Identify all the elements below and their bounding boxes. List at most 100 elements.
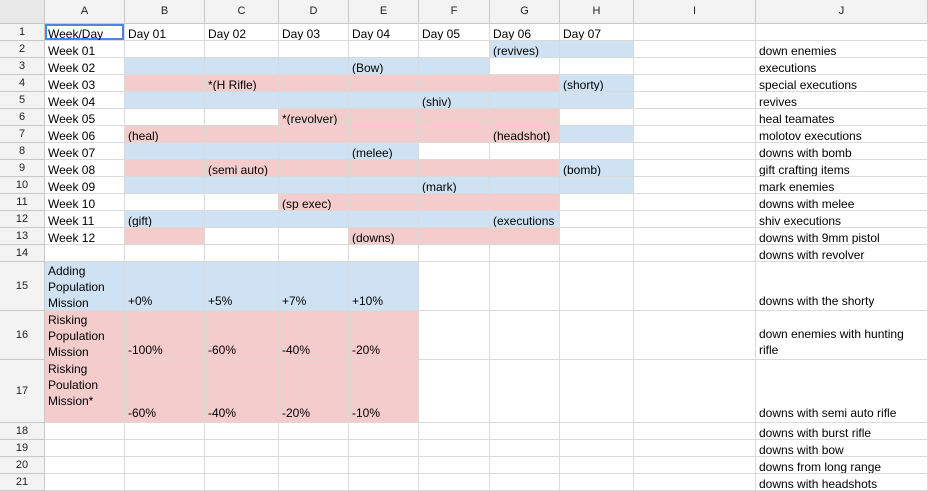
cell-c18[interactable]	[205, 423, 279, 440]
cell-g1[interactable]: Day 06	[490, 24, 560, 41]
cell-j5[interactable]: revives	[756, 92, 928, 109]
cell-h13[interactable]	[560, 228, 634, 245]
cell-b11[interactable]	[125, 194, 205, 211]
row-header-16[interactable]: 16	[0, 311, 45, 360]
cell-a13[interactable]: Week 12	[45, 228, 125, 245]
column-header-f[interactable]: F	[419, 0, 490, 24]
cell-g10[interactable]	[490, 177, 560, 194]
cell-h21[interactable]	[560, 474, 634, 491]
cell-e10[interactable]	[349, 177, 419, 194]
cell-j21[interactable]: downs with headshots	[756, 474, 928, 491]
cell-d12[interactable]	[279, 211, 349, 228]
cell-i15[interactable]	[634, 262, 756, 311]
cell-a21[interactable]	[45, 474, 125, 491]
cell-f2[interactable]	[419, 41, 490, 58]
row-header-15[interactable]: 15	[0, 262, 45, 311]
cell-h7[interactable]	[560, 126, 634, 143]
row-header-1[interactable]: 1	[0, 24, 45, 41]
cell-d7[interactable]	[279, 126, 349, 143]
cell-d6[interactable]: *(revolver)	[279, 109, 349, 126]
cell-e4[interactable]	[349, 75, 419, 92]
cell-e9[interactable]	[349, 160, 419, 177]
cell-g9[interactable]	[490, 160, 560, 177]
cell-g4[interactable]	[490, 75, 560, 92]
cell-f10[interactable]: (mark)	[419, 177, 490, 194]
row-header-19[interactable]: 19	[0, 440, 45, 457]
cell-i8[interactable]	[634, 143, 756, 160]
row-header-20[interactable]: 20	[0, 457, 45, 474]
cell-b13[interactable]	[125, 228, 205, 245]
column-header-i[interactable]: I	[634, 0, 756, 24]
cell-e13[interactable]: (downs)	[349, 228, 419, 245]
cell-d21[interactable]	[279, 474, 349, 491]
cell-a3[interactable]: Week 02	[45, 58, 125, 75]
cell-c10[interactable]	[205, 177, 279, 194]
cell-d13[interactable]	[279, 228, 349, 245]
cell-f6[interactable]	[419, 109, 490, 126]
cell-h12[interactable]	[560, 211, 634, 228]
cell-i20[interactable]	[634, 457, 756, 474]
cell-c8[interactable]	[205, 143, 279, 160]
cell-a7[interactable]: Week 06	[45, 126, 125, 143]
cell-h3[interactable]	[560, 58, 634, 75]
cell-h14[interactable]	[560, 245, 634, 262]
cell-j14[interactable]: downs with revolver	[756, 245, 928, 262]
cell-h6[interactable]	[560, 109, 634, 126]
cell-b17[interactable]: -60%	[125, 360, 205, 423]
cell-a6[interactable]: Week 05	[45, 109, 125, 126]
cell-a17[interactable]: Risking Poulation Mission*	[45, 360, 125, 423]
cell-d18[interactable]	[279, 423, 349, 440]
cell-a19[interactable]	[45, 440, 125, 457]
cell-g20[interactable]	[490, 457, 560, 474]
cell-a9[interactable]: Week 08	[45, 160, 125, 177]
cell-d16[interactable]: -40%	[279, 311, 349, 360]
row-header-9[interactable]: 9	[0, 160, 45, 177]
cell-f7[interactable]	[419, 126, 490, 143]
cell-b9[interactable]	[125, 160, 205, 177]
cell-b20[interactable]	[125, 457, 205, 474]
row-header-12[interactable]: 12	[0, 211, 45, 228]
cell-i10[interactable]	[634, 177, 756, 194]
cell-g6[interactable]	[490, 109, 560, 126]
cell-h10[interactable]	[560, 177, 634, 194]
cell-d19[interactable]	[279, 440, 349, 457]
row-header-8[interactable]: 8	[0, 143, 45, 160]
cell-f16[interactable]	[419, 311, 490, 360]
cell-c20[interactable]	[205, 457, 279, 474]
cell-i6[interactable]	[634, 109, 756, 126]
row-header-7[interactable]: 7	[0, 126, 45, 143]
cell-a18[interactable]	[45, 423, 125, 440]
cell-f14[interactable]	[419, 245, 490, 262]
cell-j16[interactable]: down enemies with hunting rifle	[756, 311, 928, 360]
cell-g18[interactable]	[490, 423, 560, 440]
cell-f5[interactable]: (shiv)	[419, 92, 490, 109]
cell-h16[interactable]	[560, 311, 634, 360]
cell-g5[interactable]	[490, 92, 560, 109]
cell-i14[interactable]	[634, 245, 756, 262]
cell-g19[interactable]	[490, 440, 560, 457]
cell-b5[interactable]	[125, 92, 205, 109]
cell-a15[interactable]: Adding Population Mission	[45, 262, 125, 311]
cell-i9[interactable]	[634, 160, 756, 177]
cell-j13[interactable]: downs with 9mm pistol	[756, 228, 928, 245]
cell-g7[interactable]: (headshot)	[490, 126, 560, 143]
cell-j19[interactable]: downs with bow	[756, 440, 928, 457]
column-header-c[interactable]: C	[205, 0, 279, 24]
cell-b14[interactable]	[125, 245, 205, 262]
cell-i12[interactable]	[634, 211, 756, 228]
cell-d11[interactable]: (sp exec)	[279, 194, 349, 211]
cell-c13[interactable]	[205, 228, 279, 245]
cell-f4[interactable]	[419, 75, 490, 92]
cell-a11[interactable]: Week 10	[45, 194, 125, 211]
cell-i13[interactable]	[634, 228, 756, 245]
row-header-11[interactable]: 11	[0, 194, 45, 211]
cell-d4[interactable]	[279, 75, 349, 92]
cell-d9[interactable]	[279, 160, 349, 177]
column-header-g[interactable]: G	[490, 0, 560, 24]
cell-b10[interactable]	[125, 177, 205, 194]
row-header-17[interactable]: 17	[0, 360, 45, 423]
cell-h19[interactable]	[560, 440, 634, 457]
cell-f11[interactable]	[419, 194, 490, 211]
cell-d3[interactable]	[279, 58, 349, 75]
cell-j3[interactable]: executions	[756, 58, 928, 75]
